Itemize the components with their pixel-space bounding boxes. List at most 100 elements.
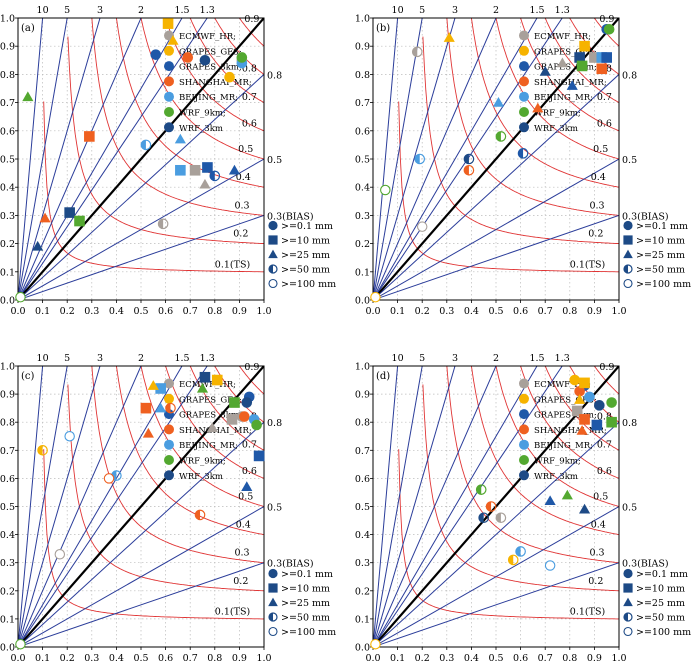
x-tick-label: 0.3 xyxy=(439,653,454,664)
y-tick-label: 0.5 xyxy=(355,502,370,513)
legend-model-label: GRAPES_GFS; xyxy=(534,395,597,405)
panel-a: 0.00.0 0.1 0.1 0.2 0.2 0.3 0.3 0.4 0.4 0.5 0.5 0.6 0… xyxy=(0,5,336,317)
bias-label-top: 10 xyxy=(37,5,49,16)
data-point xyxy=(194,509,206,521)
data-point xyxy=(539,66,551,76)
data-point xyxy=(103,473,115,484)
legend-threshold-marker xyxy=(623,626,633,637)
legend-model-marker xyxy=(519,30,529,41)
bias-label-top: 1.3 xyxy=(555,5,570,16)
ts-label: 0.7 xyxy=(242,92,257,103)
data-point xyxy=(603,23,615,35)
x-tick-label: 0.0 xyxy=(10,653,25,664)
bias-line xyxy=(18,506,264,647)
bias-line xyxy=(373,366,456,647)
data-point xyxy=(199,371,211,383)
x-tick-label: 0.5 xyxy=(488,653,503,664)
data-point xyxy=(495,131,507,142)
bias-label-top: 3 xyxy=(97,5,103,16)
legend-threshold-label: >=10 mm xyxy=(281,236,330,247)
data-point xyxy=(463,153,475,165)
y-tick-label: 0.8 xyxy=(355,418,370,429)
y-tick-label: 0.1 xyxy=(355,614,370,625)
legend-threshold-marker xyxy=(268,220,278,231)
data-point xyxy=(241,481,253,492)
plot-area xyxy=(18,366,264,647)
data-points xyxy=(15,18,248,303)
data-point xyxy=(64,430,75,442)
ts-label: 0.8 xyxy=(597,411,612,422)
legend-threshold-marker xyxy=(268,597,278,607)
legend-model-marker xyxy=(519,45,529,56)
ts-curve xyxy=(398,101,619,273)
data-point xyxy=(228,164,241,175)
x-tick-label: 0.4 xyxy=(464,306,479,317)
data-point xyxy=(175,164,186,176)
legend-threshold-label: >=10 mm xyxy=(281,584,330,595)
panel-b: 0.00.0 0.1 0.1 0.2 0.2 0.3 0.3 0.4 0.4 0.5 0.5 0.6 0… xyxy=(355,5,691,317)
data-points xyxy=(15,371,265,650)
data-point xyxy=(416,221,428,232)
bias-label-top: 3 xyxy=(452,353,458,364)
y-tick-label: 0.0 xyxy=(0,643,15,654)
bias-line xyxy=(18,366,68,647)
data-point xyxy=(150,49,162,60)
data-point xyxy=(167,34,179,45)
legend-threshold-marker xyxy=(623,235,633,245)
x-tick-label: 0.9 xyxy=(587,306,602,317)
bias-label-top: 1.3 xyxy=(200,5,215,16)
legend-model-marker xyxy=(164,470,174,481)
ts-label: 0.4 xyxy=(591,520,606,531)
y-tick-label: 0.4 xyxy=(0,183,15,194)
ts-label: 0.2 xyxy=(588,576,603,587)
legend-model-marker xyxy=(519,91,529,102)
data-point xyxy=(594,400,605,411)
y-tick-label: 0.6 xyxy=(355,474,370,485)
plot-area xyxy=(18,18,264,300)
data-point xyxy=(54,549,66,560)
data-point xyxy=(140,402,152,414)
bias-label-top: 2 xyxy=(493,5,499,16)
bias-label-top: 1.3 xyxy=(555,353,570,364)
bias-label-right: 0.5 xyxy=(267,503,282,514)
x-tick-label: 0.2 xyxy=(60,306,75,317)
y-tick-label: 0.7 xyxy=(355,98,370,109)
bias-label-right: 0.3(BIAS) xyxy=(267,559,314,570)
legend-threshold-label: >=50 mm xyxy=(636,265,685,276)
legend-model-marker xyxy=(519,409,529,420)
y-tick-label: 0.9 xyxy=(0,42,15,53)
x-tick-label: 0.3 xyxy=(84,653,99,664)
legend-threshold-marker xyxy=(268,264,278,274)
ts-curve xyxy=(520,366,619,479)
bias-line xyxy=(18,18,208,300)
data-point xyxy=(414,153,426,165)
data-point xyxy=(209,170,221,182)
legend-threshold-label: >=10 mm xyxy=(636,584,685,595)
ts-label: 0.7 xyxy=(597,92,612,103)
data-point-fill xyxy=(464,165,469,175)
bias-line xyxy=(18,18,44,300)
legend-threshold-marker xyxy=(268,278,278,289)
bias-line xyxy=(18,366,101,647)
legend-model-label: GRAPES_3km; xyxy=(179,411,242,421)
y-tick-label: 1.0 xyxy=(0,362,15,373)
data-point xyxy=(380,184,391,196)
legend-model-label: GRAPES_GFS; xyxy=(179,47,242,57)
ts-label: 0.9 xyxy=(599,14,614,25)
y-tick-label: 1.0 xyxy=(355,362,370,373)
bias-line xyxy=(18,421,264,647)
legend-model-label: WRF_3km xyxy=(179,472,223,482)
legend-threshold-label: >=50 mm xyxy=(281,265,330,276)
ts-label: 0.1(TS) xyxy=(570,607,605,618)
x-tick-label: 1.0 xyxy=(611,306,626,317)
legend-model-marker xyxy=(519,439,529,450)
data-point xyxy=(411,46,423,58)
ts-label: 0.1(TS) xyxy=(215,607,250,618)
panel-label: (b) xyxy=(376,23,390,34)
data-point xyxy=(239,411,250,422)
y-tick-label: 0.8 xyxy=(0,70,15,81)
bias-line xyxy=(373,366,497,647)
ts-label: 0.3 xyxy=(589,200,604,211)
x-tick-label: 0.6 xyxy=(513,653,528,664)
diagonal-line xyxy=(18,18,264,300)
